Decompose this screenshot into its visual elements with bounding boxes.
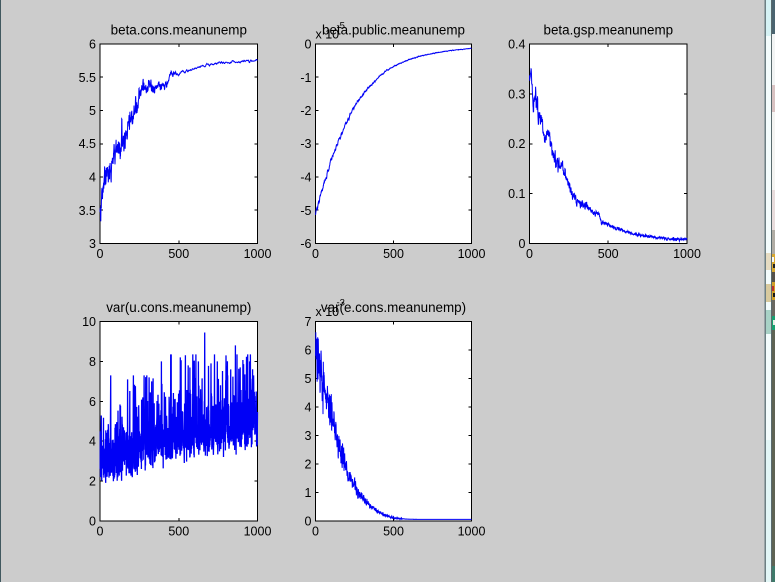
svg-text:0: 0 bbox=[97, 247, 104, 261]
svg-text:6: 6 bbox=[89, 395, 96, 409]
svg-text:1000: 1000 bbox=[244, 247, 272, 261]
svg-text:0.4: 0.4 bbox=[508, 38, 525, 52]
svg-text:10: 10 bbox=[82, 315, 96, 329]
svg-text:0: 0 bbox=[305, 38, 312, 52]
svg-text:-4: -4 bbox=[300, 171, 311, 185]
svg-text:-3: -3 bbox=[337, 298, 345, 309]
svg-text:0.3: 0.3 bbox=[508, 87, 525, 101]
svg-text:-5: -5 bbox=[337, 21, 345, 32]
svg-text:1000: 1000 bbox=[458, 525, 486, 539]
svg-text:1000: 1000 bbox=[244, 525, 272, 539]
svg-text:-3: -3 bbox=[300, 137, 311, 151]
svg-text:5: 5 bbox=[89, 104, 96, 118]
svg-text:var(e.cons.meanunemp): var(e.cons.meanunemp) bbox=[321, 300, 466, 315]
svg-text:4: 4 bbox=[89, 435, 96, 449]
svg-text:-1: -1 bbox=[300, 71, 311, 85]
svg-text:1: 1 bbox=[305, 486, 312, 500]
svg-text:beta.cons.meanunemp: beta.cons.meanunemp bbox=[111, 23, 247, 38]
svg-text:4: 4 bbox=[305, 401, 312, 415]
svg-text:8: 8 bbox=[89, 355, 96, 369]
svg-text:2: 2 bbox=[89, 475, 96, 489]
svg-text:500: 500 bbox=[598, 247, 619, 261]
svg-text:2: 2 bbox=[305, 458, 312, 472]
svg-text:0: 0 bbox=[97, 525, 104, 539]
svg-text:var(u.cons.meanunemp): var(u.cons.meanunemp) bbox=[106, 300, 251, 315]
svg-text:x 10: x 10 bbox=[316, 305, 340, 319]
svg-text:0: 0 bbox=[312, 247, 319, 261]
svg-text:-2: -2 bbox=[300, 104, 311, 118]
svg-text:0: 0 bbox=[526, 247, 533, 261]
svg-text:-5: -5 bbox=[300, 204, 311, 218]
svg-text:3.5: 3.5 bbox=[79, 204, 96, 218]
svg-text:beta.gsp.meanunemp: beta.gsp.meanunemp bbox=[544, 23, 674, 38]
svg-text:3: 3 bbox=[305, 429, 312, 443]
svg-text:0.2: 0.2 bbox=[508, 137, 525, 151]
svg-text:0: 0 bbox=[305, 515, 312, 529]
svg-text:500: 500 bbox=[383, 247, 404, 261]
svg-text:4.5: 4.5 bbox=[79, 137, 96, 151]
svg-text:500: 500 bbox=[168, 247, 189, 261]
svg-text:7: 7 bbox=[305, 315, 312, 329]
svg-text:5: 5 bbox=[305, 372, 312, 386]
svg-text:6: 6 bbox=[305, 344, 312, 358]
svg-text:0: 0 bbox=[89, 515, 96, 529]
svg-text:4: 4 bbox=[89, 171, 96, 185]
svg-text:x 10: x 10 bbox=[316, 28, 340, 42]
svg-text:6: 6 bbox=[89, 38, 96, 52]
svg-text:1000: 1000 bbox=[673, 247, 701, 261]
svg-text:0: 0 bbox=[312, 525, 319, 539]
svg-text:3: 3 bbox=[89, 237, 96, 251]
svg-text:beta.public.meanunemp: beta.public.meanunemp bbox=[322, 23, 465, 38]
svg-text:0: 0 bbox=[519, 237, 526, 251]
svg-text:1000: 1000 bbox=[458, 247, 486, 261]
svg-text:5.5: 5.5 bbox=[79, 71, 96, 85]
svg-text:500: 500 bbox=[383, 525, 404, 539]
svg-text:-6: -6 bbox=[300, 237, 311, 251]
svg-text:0.1: 0.1 bbox=[508, 187, 525, 201]
svg-text:500: 500 bbox=[168, 525, 189, 539]
